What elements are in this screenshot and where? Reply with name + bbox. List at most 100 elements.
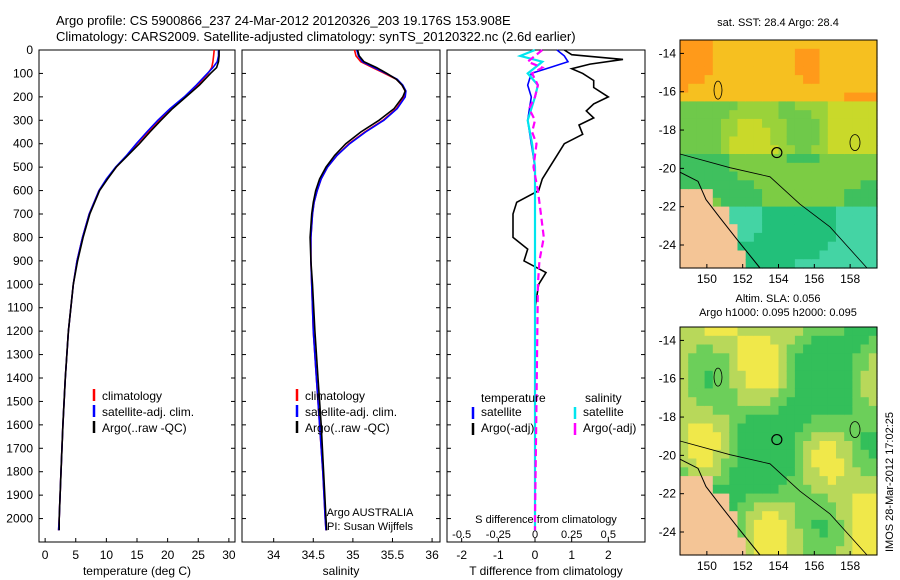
depth-tick-label: 1600: [6, 418, 33, 432]
sla-map-cell: [745, 432, 755, 442]
sst-map-cell: [712, 232, 722, 243]
sla-map-cell: [803, 397, 812, 407]
sst-map-cell: [737, 189, 747, 199]
sla-map-cell: [680, 537, 689, 547]
sst-map-cell: [794, 92, 804, 102]
sst-map-cell: [844, 171, 853, 181]
sla-map-cell: [778, 441, 788, 451]
sla-map-cell: [778, 467, 788, 477]
sst-map-cell: [680, 127, 689, 138]
sst-map-cell: [712, 162, 722, 173]
sst-map-cell: [786, 136, 796, 146]
sst-map-cell: [778, 136, 788, 146]
sst-map-cell: [770, 127, 780, 138]
sst-map-cell: [852, 118, 862, 129]
sst-map-cell: [680, 40, 689, 50]
sla-map-cell: [721, 528, 730, 539]
sst-map-cell: [819, 162, 829, 173]
sla-map-cell: [712, 423, 722, 433]
sla-map-cell: [704, 405, 714, 416]
sst-map-cell: [852, 57, 862, 67]
sla-map-cell: [770, 449, 780, 460]
sst-map-cell: [721, 57, 730, 67]
sla-map-cell: [745, 388, 755, 398]
sst-map-cell: [778, 48, 788, 59]
sst-map-cell: [770, 57, 780, 67]
sst-map-cell: [737, 127, 747, 138]
sla-map-cell: [753, 502, 763, 512]
sla-map-cell: [786, 397, 796, 407]
sla-map-cell: [729, 327, 739, 337]
sst-map-cell: [794, 241, 804, 252]
sla-map-cell: [794, 528, 804, 539]
sla-map-cell: [836, 344, 845, 354]
sst-map-cell: [852, 101, 862, 111]
sla-map-cell: [737, 528, 747, 539]
sla-map-cell: [696, 467, 706, 477]
sst-map-cell: [770, 66, 780, 76]
sla-map-cell: [794, 423, 804, 433]
sla-map-cell: [729, 528, 739, 539]
sla-map-cell: [737, 458, 747, 468]
sla-map-cell: [753, 344, 763, 354]
sst-map-cell: [704, 75, 714, 85]
depth-tick-label: 200: [13, 90, 33, 104]
sla-map-cell: [803, 327, 812, 337]
sla-map-cell: [712, 449, 722, 460]
sst-map-cell: [844, 110, 853, 120]
depth-tick-label: 1100: [7, 301, 33, 315]
sal-plot-frame: [241, 49, 441, 543]
sla-map-cell: [819, 432, 829, 442]
sst-map-cell: [721, 259, 730, 269]
sla-map-cell: [811, 537, 821, 547]
sla-map-cell: [811, 467, 821, 477]
sst-map-cell: [704, 110, 714, 120]
sst-map-cell: [680, 206, 689, 216]
sst-map-cell: [704, 83, 714, 94]
sst-map-cell: [778, 118, 788, 129]
sla-map-cell: [745, 362, 755, 372]
sst-map-cell: [753, 250, 763, 260]
sla-map-cell: [704, 432, 714, 442]
sla-map-cell: [794, 432, 804, 442]
sla-map-cell: [786, 458, 796, 468]
sst-map-cell: [844, 101, 853, 111]
sla-map-cell: [868, 327, 878, 337]
sla-map-cell: [737, 537, 747, 547]
sst-map-cell: [836, 118, 845, 129]
sst-map-cell: [803, 189, 812, 199]
salinity-legend-label: climatology: [305, 389, 365, 403]
sla-map-cell: [737, 423, 747, 433]
sst-map-cell: [704, 57, 714, 67]
sla-map-cell: [737, 344, 747, 354]
sla-map-cell: [770, 458, 780, 468]
sla-map-cell: [753, 405, 763, 416]
sla-map-cell: [786, 335, 796, 346]
sla-map-cell: [778, 511, 788, 521]
depth-tick-label: 400: [13, 137, 33, 151]
sst-map-cell: [770, 154, 780, 164]
sst-map-cell: [868, 215, 878, 225]
sla-map-cell: [762, 528, 771, 539]
sla-map-cell: [753, 353, 763, 363]
sst-map-cell: [803, 224, 812, 234]
sla-map-cell: [778, 458, 788, 468]
sst-map-cell: [762, 154, 771, 164]
depth-tick-label: 1900: [6, 488, 33, 502]
sst-map-cell: [819, 197, 829, 208]
sst-map-cell: [753, 40, 763, 50]
sst-map-cell: [844, 250, 853, 260]
sla-map-cell: [786, 493, 796, 503]
sla-map-cell: [819, 519, 829, 530]
sla-map-cell: [704, 458, 714, 468]
legend-temperature-label: satellite: [481, 405, 522, 419]
sla-map-cell: [811, 441, 821, 451]
sst-map-cell: [819, 101, 829, 111]
sla-map-cell: [753, 362, 763, 372]
sst-map-cell: [753, 110, 763, 120]
sst-map-cell: [696, 145, 706, 155]
temperature-x-tick-label: 20: [161, 548, 175, 562]
sla-map-cell: [786, 441, 796, 451]
sst-map-cell: [745, 154, 755, 164]
sst-map-cell: [712, 118, 722, 129]
